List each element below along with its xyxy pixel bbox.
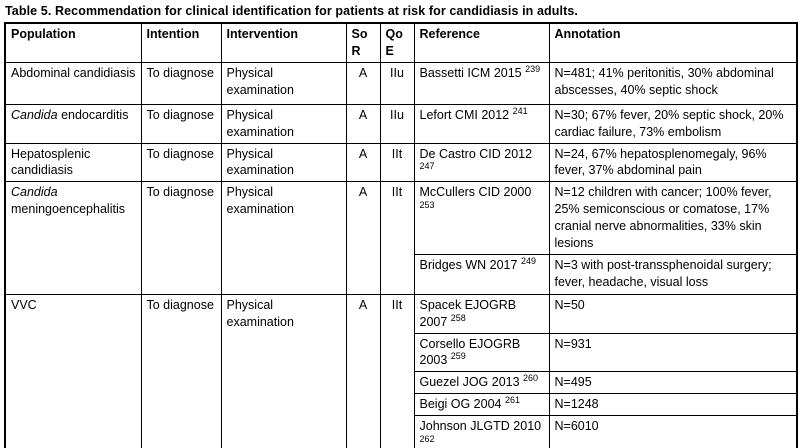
population-cell: VVC [4, 293, 142, 448]
reference-cell: Corsello EJOGRB 2003 259 [413, 332, 550, 373]
column-header-reference: Reference [413, 22, 550, 63]
reference-superscript: 261 [504, 395, 521, 406]
table-row: Abdominal candidiasis To diagnose Physic… [4, 61, 798, 105]
annotation-cell: N=495 [548, 371, 798, 395]
column-header-qoe: QoE [379, 22, 415, 63]
reference-superscript: 260 [523, 373, 539, 384]
population-cell: Candida endocarditis [4, 103, 142, 144]
population-cell: Abdominal candidiasis [4, 61, 142, 105]
qoe-cell: IIu [379, 103, 415, 144]
reference-label: Bridges WN 2017 [419, 257, 518, 272]
qoe-cell: IIu [379, 61, 415, 105]
sor-cell: A [345, 103, 381, 144]
annotation-cell: N=50 [548, 293, 798, 334]
reference-cell: Spacek EJOGRB 2007 258 [413, 293, 550, 334]
reference-cell: Johnson JLGTD 2010 262 [413, 415, 550, 448]
reference-superscript: 247 [419, 161, 435, 172]
reference-label: McCullers CID 2000 [419, 185, 532, 200]
reference-label: Spacek EJOGRB 2007 [419, 297, 517, 329]
column-header-annotation: Annotation [548, 22, 798, 63]
intention-cell: To diagnose [140, 61, 222, 105]
sor-cell: A [345, 181, 381, 295]
sor-cell: A [345, 61, 381, 105]
sor-cell: A [345, 142, 381, 183]
reference-label: Johnson JLGTD 2010 [419, 419, 542, 434]
reference-label: Bassetti ICM 2015 [419, 65, 522, 80]
table-row: Bridges WN 2017 249 N=3 with post-transs… [5, 253, 798, 295]
reference-superscript: 258 [450, 312, 466, 323]
column-header-sor: SoR [345, 22, 381, 63]
reference-label: Beigi OG 2004 [419, 397, 502, 412]
annotation-cell: N=6010 [548, 415, 798, 448]
population-text: Hepatosplenic candidiasis [11, 146, 91, 178]
reference-superscript: 259 [450, 351, 466, 362]
reference-superscript: 241 [512, 105, 528, 116]
reference-label: De Castro CID 2012 [419, 146, 533, 161]
intention-cell: To diagnose [140, 293, 222, 448]
recommendation-table: Population Intention Intervention SoR Qo… [4, 22, 798, 448]
reference-cell: Bridges WN 2017 249 [413, 253, 550, 295]
population-text: endocarditis [61, 107, 129, 122]
reference-label: Guezel JOG 2013 [419, 375, 520, 390]
population-italic: Candida [11, 107, 58, 122]
annotation-cell: N=3 with post-transsphenoidal surgery; f… [548, 253, 798, 295]
reference-cell: Bassetti ICM 2015 239 [413, 61, 550, 105]
intention-cell: To diagnose [140, 142, 222, 183]
annotation-cell: N=12 children with cancer; 100% fever, 2… [548, 181, 798, 255]
intention-cell: To diagnose [140, 181, 222, 295]
column-header-intervention: Intervention [220, 22, 347, 63]
intervention-cell: Physical examination [220, 61, 347, 105]
intention-cell: To diagnose [140, 103, 222, 144]
qoe-cell: IIt [379, 293, 415, 448]
reference-cell: De Castro CID 2012 247 [413, 142, 550, 183]
header-row: Population Intention Intervention SoR Qo… [4, 22, 798, 63]
intervention-cell: Physical examination [220, 293, 347, 448]
qoe-cell: IIt [379, 142, 415, 183]
population-italic: Candida [11, 185, 58, 200]
annotation-cell: N=481; 41% peritonitis, 30% abdominal ab… [548, 61, 798, 105]
reference-label: Corsello EJOGRB 2003 [419, 336, 521, 368]
reference-cell: Lefort CMI 2012 241 [413, 103, 550, 144]
table-row: Candida endocarditis To diagnose Physica… [4, 103, 798, 144]
reference-superscript: 239 [525, 63, 541, 74]
column-header-population: Population [4, 22, 142, 63]
intervention-cell: Physical examination [220, 142, 347, 183]
table-row: Beigi OG 2004 261 N=1248 [5, 393, 798, 417]
reference-cell: Beigi OG 2004 261 [413, 393, 550, 417]
annotation-cell: N=30; 67% fever, 20% septic shock, 20% c… [548, 103, 798, 144]
reference-cell: McCullers CID 2000 253 [413, 181, 550, 255]
sor-cell: A [345, 293, 381, 448]
table-caption: Table 5. Recommendation for clinical ide… [5, 4, 578, 18]
table-row: Johnson JLGTD 2010 262 N=6010 [5, 415, 798, 448]
annotation-cell: N=1248 [548, 393, 798, 417]
qoe-cell: IIt [379, 181, 415, 295]
population-text: meningoencephalitis [11, 202, 125, 217]
reference-label: Lefort CMI 2012 [419, 107, 510, 122]
population-text: VVC [11, 297, 37, 312]
annotation-cell: N=24, 67% hepatosplenomegaly, 96% fever,… [548, 142, 798, 183]
reference-superscript: 253 [419, 199, 435, 210]
column-header-intention: Intention [140, 22, 222, 63]
intervention-cell: Physical examination [220, 103, 347, 144]
reference-superscript: 262 [419, 433, 435, 444]
table-row: VVC To diagnose Physical examination A I… [4, 293, 798, 448]
population-cell: Hepatosplenic candidiasis [4, 142, 142, 183]
table-row: Candida meningoencephalitis To diagnose … [4, 181, 798, 295]
population-cell: Candida meningoencephalitis [4, 181, 142, 295]
intervention-cell: Physical examination [220, 181, 347, 295]
annotation-cell: N=931 [548, 332, 798, 373]
table-row: Hepatosplenic candidiasis To diagnose Ph… [4, 142, 798, 183]
population-text: Abdominal candidiasis [11, 65, 136, 80]
reference-superscript: 249 [520, 255, 536, 266]
reference-cell: Guezel JOG 2013 260 [413, 371, 550, 395]
